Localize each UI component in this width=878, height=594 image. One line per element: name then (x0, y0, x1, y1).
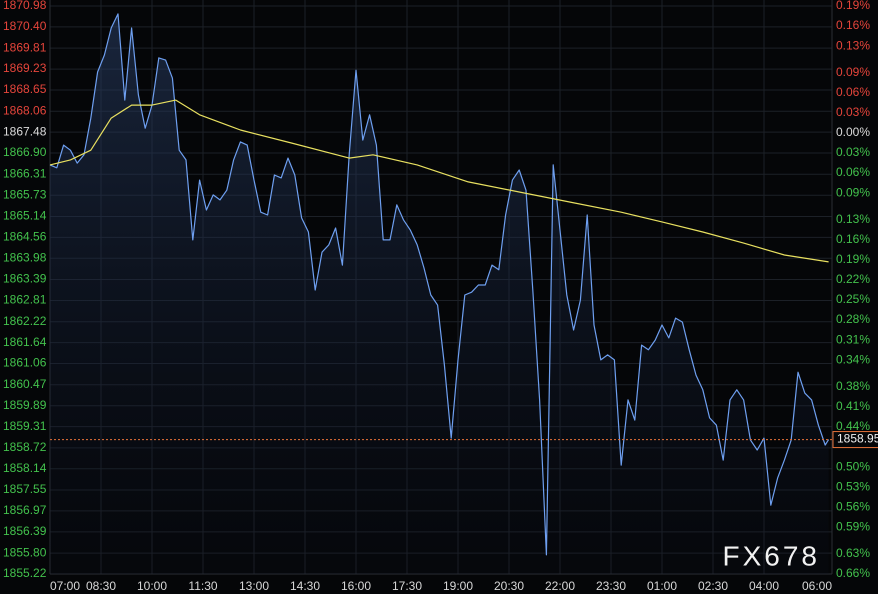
y2-tick-label: 0.50% (836, 459, 870, 473)
y-tick-label: 1864.56 (3, 230, 47, 244)
y2-tick-label: 0.59% (836, 519, 870, 533)
y-tick-label: 1859.89 (3, 398, 47, 412)
y-tick-label: 1868.06 (3, 103, 47, 117)
y-tick-label: 1859.31 (3, 419, 47, 433)
y2-tick-label: 0.44% (836, 419, 870, 433)
y-tick-label: 1862.22 (3, 314, 47, 328)
y-tick-label: 1856.39 (3, 524, 47, 538)
x-tick-label: 02:30 (698, 579, 728, 593)
last-price-box (832, 431, 878, 449)
x-tick-label: 07:00 (50, 579, 80, 593)
x-tick-label: 20:30 (494, 579, 524, 593)
y-tick-label: 1855.22 (3, 566, 47, 580)
y2-tick-label: 0.38% (836, 379, 870, 393)
y-tick-label: 1865.14 (3, 209, 47, 223)
y2-tick-label: 0.19% (836, 252, 870, 266)
y2-tick-label: 0.00% (836, 125, 870, 139)
y2-tick-label: 0.31% (836, 332, 870, 346)
y2-tick-label: 0.13% (836, 212, 870, 226)
y-tick-label: 1858.14 (3, 461, 47, 475)
y-tick-label: 1861.06 (3, 356, 47, 370)
y-tick-label: 1867.48 (3, 124, 47, 138)
y2-tick-label: 0.66% (836, 566, 870, 580)
price-line (49, 99, 829, 263)
plot (49, 13, 832, 574)
y-tick-label: 1860.47 (3, 377, 47, 391)
y2-tick-label: 0.09% (836, 185, 870, 199)
y2-tick-label: 0.25% (836, 292, 870, 306)
y-tick-label: 1865.73 (3, 187, 47, 201)
y2-tick-label: 0.41% (836, 399, 870, 413)
y-tick-label: 1856.97 (3, 503, 47, 517)
y-tick-label: 1857.55 (3, 482, 47, 496)
x-tick-label: 08:30 (86, 579, 116, 593)
y2-tick-label: 0.56% (836, 499, 870, 513)
y-tick-label: 1863.39 (3, 272, 47, 286)
axes: 1870.98 1870.40 1869.81 1869.23 1868.65 1868.… (3, 0, 878, 593)
x-tick-label: 01:00 (647, 579, 677, 593)
y2-tick-label: 0.03% (836, 145, 870, 159)
y-tick-label: 1870.40 (3, 19, 47, 33)
y2-tick-label: 0.16% (836, 18, 870, 32)
y-tick-label: 1862.81 (3, 293, 47, 307)
y2-tick-label: 0.22% (836, 272, 870, 286)
y2-tick-label: 0.28% (836, 312, 870, 326)
x-tick-label: 06:00 (802, 579, 832, 593)
x-tick-label: 17:30 (392, 579, 422, 593)
y-tick-label: 1869.23 (3, 61, 47, 75)
x-tick-label: 16:00 (341, 579, 371, 593)
x-tick-label: 22:00 (545, 579, 575, 593)
y-tick-label: 1866.90 (3, 145, 47, 159)
x-tick-label: 14:30 (290, 579, 320, 593)
y2-tick-label: 0.34% (836, 352, 870, 366)
y2-tick-label: 0.03% (836, 105, 870, 119)
y2-tick-label: 0.63% (836, 546, 870, 560)
x-tick-label: 19:00 (443, 579, 473, 593)
y-tick-label: 1863.98 (3, 250, 47, 264)
x-tick-label: 23:30 (596, 579, 626, 593)
y-tick-label: 1861.64 (3, 335, 47, 349)
y2-tick-label: 0.53% (836, 479, 870, 493)
x-tick-label: 04:00 (749, 579, 779, 593)
x-tick-label: 10:00 (137, 579, 167, 593)
y2-tick-label: 0.16% (836, 232, 870, 246)
x-tick-label: 11:30 (188, 579, 217, 593)
watermark: FX678 (723, 540, 821, 571)
y2-tick-label: 0.09% (836, 65, 870, 79)
y-tick-label: 1866.31 (3, 166, 47, 180)
y2-tick-label: 0.13% (836, 38, 870, 52)
x-tick-label: 13:00 (239, 579, 269, 593)
area-fill (50, 13, 829, 574)
y2-tick-label: 0.06% (836, 165, 870, 179)
y-tick-label: 1858.72 (3, 440, 47, 454)
y2-tick-label: 0.19% (836, 0, 870, 12)
y-tick-label: 1869.81 (3, 40, 47, 54)
last-price-label: 1858.95 (837, 432, 878, 446)
y-tick-label: 1870.98 (3, 0, 47, 12)
price-line (49, 13, 830, 556)
y2-tick-label: 0.06% (836, 85, 870, 99)
y-tick-label: 1855.80 (3, 545, 47, 559)
y-tick-label: 1868.65 (3, 82, 47, 96)
